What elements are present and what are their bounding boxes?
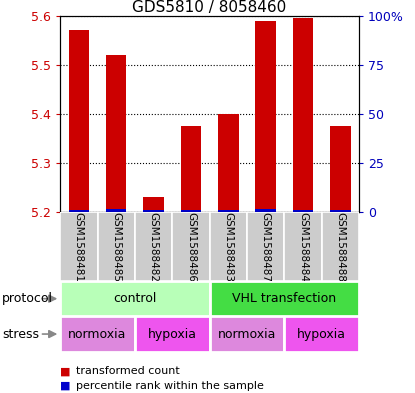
Bar xyxy=(330,126,351,212)
Bar xyxy=(284,316,359,352)
Bar xyxy=(106,55,127,212)
Bar xyxy=(181,126,201,212)
Bar xyxy=(135,212,172,281)
Bar xyxy=(247,212,284,281)
Text: GSM1588485: GSM1588485 xyxy=(111,211,121,282)
Text: GSM1588486: GSM1588486 xyxy=(186,211,196,282)
Bar xyxy=(60,316,135,352)
Text: normoxia: normoxia xyxy=(68,327,127,341)
Text: VHL transfection: VHL transfection xyxy=(232,292,336,305)
Bar xyxy=(172,212,210,281)
Bar xyxy=(68,210,89,212)
Bar xyxy=(98,212,135,281)
Text: GSM1588488: GSM1588488 xyxy=(335,211,345,282)
Bar xyxy=(60,281,210,316)
Text: ■: ■ xyxy=(60,381,71,391)
Text: transformed count: transformed count xyxy=(76,366,180,376)
Text: normoxia: normoxia xyxy=(218,327,276,341)
Text: stress: stress xyxy=(2,327,39,341)
Text: GSM1588482: GSM1588482 xyxy=(149,211,159,282)
Bar xyxy=(293,210,313,212)
Bar xyxy=(106,209,127,212)
Bar xyxy=(181,210,201,212)
Text: GSM1588484: GSM1588484 xyxy=(298,211,308,282)
Bar xyxy=(330,210,351,212)
Bar xyxy=(210,281,359,316)
Bar xyxy=(322,212,359,281)
Bar xyxy=(210,316,284,352)
Bar xyxy=(255,209,276,212)
Text: protocol: protocol xyxy=(2,292,53,305)
Bar xyxy=(210,212,247,281)
Bar xyxy=(135,316,210,352)
Text: GSM1588483: GSM1588483 xyxy=(223,211,233,282)
Text: GSM1588487: GSM1588487 xyxy=(261,211,271,282)
Text: hypoxia: hypoxia xyxy=(148,327,197,341)
Bar xyxy=(284,212,322,281)
Bar xyxy=(293,18,313,212)
Text: control: control xyxy=(113,292,156,305)
Bar xyxy=(218,114,239,212)
Text: hypoxia: hypoxia xyxy=(297,327,346,341)
Bar xyxy=(143,198,164,212)
Bar xyxy=(218,210,239,212)
Text: percentile rank within the sample: percentile rank within the sample xyxy=(76,381,264,391)
Bar xyxy=(143,210,164,212)
Text: ■: ■ xyxy=(60,366,71,376)
Bar xyxy=(60,212,98,281)
Bar xyxy=(255,21,276,212)
Bar xyxy=(68,30,89,212)
Text: GSM1588481: GSM1588481 xyxy=(74,211,84,282)
Title: GDS5810 / 8058460: GDS5810 / 8058460 xyxy=(132,0,287,15)
